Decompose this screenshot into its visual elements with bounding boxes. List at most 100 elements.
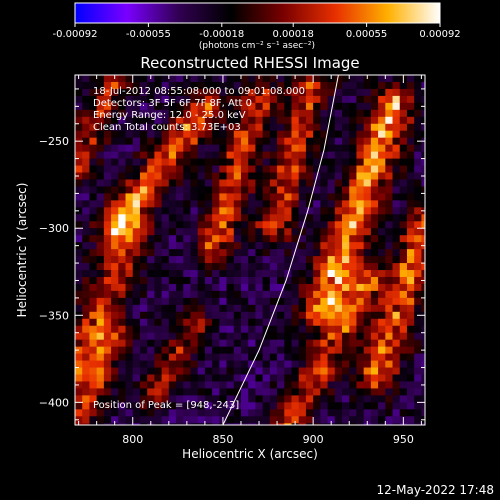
heatmap-cell	[75, 200, 83, 208]
heatmap-cell	[183, 430, 191, 438]
heatmap-cell	[197, 353, 206, 362]
heatmap-cell	[327, 276, 336, 285]
heatmap-cell	[154, 109, 163, 118]
heatmap-cell	[263, 430, 271, 438]
heatmap-cell	[291, 325, 300, 334]
heatmap-cell	[334, 304, 343, 313]
heatmap-cell	[118, 95, 127, 104]
heatmap-cell	[176, 158, 184, 167]
heatmap-cell	[103, 144, 112, 153]
heatmap-cell	[406, 270, 415, 278]
heatmap-cell	[125, 228, 134, 236]
heatmap-cell	[103, 95, 112, 104]
heatmap-cell	[305, 360, 314, 369]
heatmap-cell	[305, 256, 314, 264]
heatmap-cell	[154, 221, 163, 229]
heatmap-cell	[132, 318, 141, 327]
heatmap-cell	[356, 276, 365, 285]
heatmap-cell	[262, 416, 271, 424]
heatmap-cell	[399, 283, 408, 292]
heatmap-cell	[313, 402, 321, 410]
heatmap-cell	[349, 360, 358, 369]
heatmap-cell	[392, 318, 401, 327]
timestamp: 12-May-2022 17:48	[377, 483, 494, 497]
heatmap-cell	[125, 332, 134, 341]
heatmap-cell	[125, 158, 134, 167]
heatmap-cell	[96, 374, 105, 383]
heatmap-cell	[240, 151, 249, 160]
heatmap-cell	[132, 81, 141, 90]
heatmap-cell	[284, 123, 293, 132]
heatmap-cell	[89, 374, 98, 383]
heatmap-cell	[240, 88, 249, 97]
heatmap-cell	[183, 186, 192, 195]
heatmap-cell	[132, 151, 141, 160]
heatmap-cell	[219, 109, 228, 118]
heatmap-cell	[240, 263, 249, 271]
heatmap-cell	[414, 353, 422, 362]
heatmap-cell	[370, 276, 379, 285]
heatmap-cell	[219, 263, 228, 271]
heatmap-cell	[89, 200, 98, 208]
heatmap-cell	[406, 353, 415, 362]
heatmap-cell	[385, 235, 394, 243]
heatmap-cell	[255, 116, 264, 125]
heatmap-cell	[197, 346, 206, 355]
heatmap-cell	[233, 304, 242, 313]
heatmap-cell	[327, 249, 336, 257]
heatmap-cell	[75, 367, 83, 376]
heatmap-cell	[284, 221, 293, 229]
heatmap-cell	[327, 151, 336, 160]
heatmap-cell	[118, 360, 127, 369]
heatmap-cell	[385, 374, 394, 383]
heatmap-cell	[406, 75, 415, 83]
heatmap-cell	[197, 165, 206, 174]
heatmap-cell	[327, 311, 336, 320]
heatmap-cell	[89, 297, 98, 306]
heatmap-cell	[406, 151, 415, 160]
heatmap-cell	[298, 339, 307, 348]
heatmap-cell	[356, 270, 365, 278]
heatmap-cell	[96, 381, 105, 390]
heatmap-cell	[334, 325, 343, 334]
heatmap-cell	[139, 165, 148, 174]
heatmap-cell	[154, 228, 163, 236]
heatmap-cell	[291, 221, 300, 229]
heatmap-cell	[399, 186, 408, 195]
heatmap-cell	[356, 102, 365, 111]
heatmap-cell	[240, 249, 249, 257]
heatmap-cell	[349, 381, 358, 390]
heatmap-cell	[255, 81, 264, 90]
heatmap-cell	[248, 270, 257, 278]
heatmap-cell	[125, 123, 134, 132]
heatmap-cell	[291, 207, 300, 215]
heatmap-cell	[118, 235, 127, 243]
heatmap-cell	[197, 395, 206, 403]
heatmap-cell	[132, 242, 141, 250]
heatmap-cell	[342, 193, 350, 201]
heatmap-cell	[399, 144, 408, 153]
heatmap-cell	[125, 165, 134, 174]
heatmap-cell	[385, 123, 394, 132]
heatmap-cell	[378, 402, 386, 410]
heatmap-cell	[75, 409, 83, 417]
heatmap-cell	[399, 360, 408, 369]
heatmap-cell	[212, 395, 220, 403]
heatmap-cell	[226, 283, 235, 292]
heatmap-cell	[334, 276, 343, 285]
heatmap-cell	[378, 311, 386, 320]
heatmap-cell	[139, 388, 148, 396]
heatmap-cell	[204, 263, 213, 271]
heatmap-cell	[313, 304, 321, 313]
heatmap-cell	[168, 423, 177, 425]
heatmap-cell	[291, 276, 300, 285]
heatmap-cell	[183, 311, 192, 320]
heatmap-cell	[349, 388, 358, 396]
heatmap-cell	[204, 332, 213, 341]
heatmap-cell	[204, 186, 213, 195]
x-tick-label: 950	[393, 433, 414, 446]
heatmap-cell	[125, 283, 134, 292]
heatmap-cell	[269, 144, 278, 153]
heatmap-cell	[327, 332, 336, 341]
heatmap-cell	[89, 214, 98, 222]
